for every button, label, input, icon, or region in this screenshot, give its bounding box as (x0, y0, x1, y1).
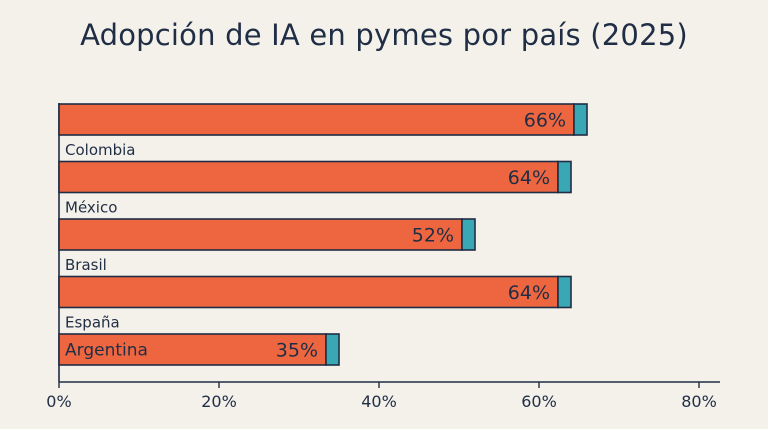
data-label: 64% (508, 282, 550, 304)
chart-title: Adopción de IA en pymes por país (2025) (80, 18, 688, 52)
category-label: Colombia (65, 141, 136, 159)
bar-cap (557, 275, 572, 309)
x-tick-label: 0% (46, 392, 71, 411)
x-tick-label: 80% (681, 392, 717, 411)
bar-cap (461, 218, 476, 251)
bar-cap (325, 333, 340, 366)
x-tick-label: 20% (201, 392, 237, 411)
data-label: 66% (524, 110, 566, 132)
x-tick-label: 40% (361, 392, 397, 411)
data-label: 52% (412, 225, 454, 247)
bar (58, 103, 575, 136)
bar (58, 275, 559, 309)
x-tick-label: 60% (521, 392, 557, 411)
bar-cap (557, 160, 572, 194)
category-label: México (65, 199, 117, 217)
category-label: Brasil (65, 256, 107, 274)
bar-cap (573, 103, 588, 136)
data-label: 64% (508, 167, 550, 189)
bar (58, 160, 559, 194)
category-label: Argentina (65, 341, 148, 361)
category-label: España (65, 314, 120, 332)
bar (58, 218, 463, 251)
data-label: 35% (276, 340, 318, 362)
